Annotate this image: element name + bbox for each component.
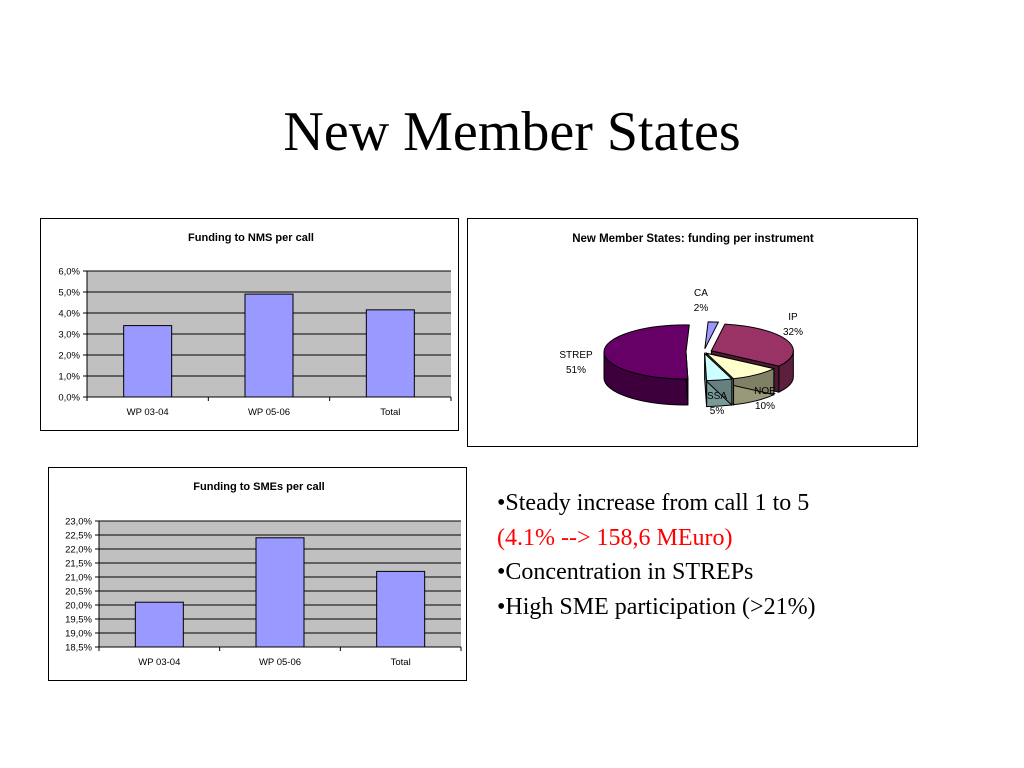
pie-label-strep: STREP	[559, 350, 593, 361]
bar-total	[365, 309, 415, 398]
y-tick-label: 23,0%	[65, 517, 92, 528]
bar-wp-05-06	[244, 293, 294, 398]
bar-wp-03-04	[134, 601, 184, 648]
x-tick-label: WP 03-04	[138, 657, 180, 668]
y-tick-label: 19,0%	[65, 629, 92, 640]
bullet-strep-concentration: •Concentration in STREPs	[497, 559, 754, 585]
chart-title: New Member States: funding per instrumen…	[572, 233, 814, 245]
pie-value-noe: 10%	[755, 401, 775, 412]
chart-title: Funding to SMEs per call	[193, 481, 324, 493]
nms-funding-chart-svg: Funding to NMS per call 0,0% 1,0% 2,0% 3,0% 4…	[58, 232, 452, 418]
y-tick-label: 19,5%	[65, 615, 92, 626]
y-tick-label: 21,5%	[65, 559, 92, 570]
pie-label-ca: CA	[694, 288, 708, 299]
pie-label-ip: IP	[788, 312, 798, 323]
pie-value-ca: 2%	[694, 303, 709, 314]
bar-wp-05-06	[255, 537, 305, 648]
bullet-steady-increase: •Steady increase from call 1 to 5	[497, 490, 810, 516]
pie-slice-ssa	[704, 352, 733, 382]
x-tick-label: WP 03-04	[127, 407, 169, 418]
y-tick-label: 0,0%	[58, 393, 80, 404]
instrument-pie-chart-svg: New Member States: funding per instrumen…	[559, 233, 814, 417]
bar-total	[376, 570, 426, 648]
x-tick-label: Total	[380, 407, 400, 418]
pie-slice-ip	[710, 323, 794, 367]
pie-value-ssa: 5%	[710, 406, 725, 417]
y-tick-label: 4,0%	[58, 309, 80, 320]
bar-wp-03-04	[123, 325, 173, 398]
y-tick-label: 22,0%	[65, 545, 92, 556]
x-tick-label: WP 05-06	[259, 657, 301, 668]
y-tick-label: 21,0%	[65, 573, 92, 584]
x-tick-label: Total	[391, 657, 411, 668]
y-tick-label: 6,0%	[58, 267, 80, 278]
instrument-pie-chart: New Member States: funding per instrumen…	[467, 218, 918, 447]
nms-funding-chart: Funding to NMS per call 0,0% 1,0% 2,0% 3,0% 4…	[40, 218, 459, 431]
y-tick-label: 20,0%	[65, 601, 92, 612]
pie-label-noe: NOE	[754, 386, 776, 397]
bullet-list: •Steady increase from call 1 to 5 (4.1% …	[497, 486, 997, 624]
y-tick-label: 18,5%	[65, 643, 92, 654]
bullet-funding-detail: (4.1% --> 158,6 MEuro)	[497, 524, 733, 551]
pie-label-ssa: SSA	[707, 391, 727, 402]
y-tick-label: 5,0%	[58, 288, 80, 299]
y-tick-label: 20,5%	[65, 587, 92, 598]
y-tick-label: 3,0%	[58, 330, 80, 341]
sme-funding-chart: Funding to SMEs per call 18,5% 19,0% 19,5% 2…	[48, 467, 467, 681]
x-tick-label: WP 05-06	[248, 407, 290, 418]
pie-slice-noe	[704, 352, 776, 380]
y-tick-label: 2,0%	[58, 351, 80, 362]
pie-value-ip: 32%	[783, 327, 803, 338]
y-tick-label: 22,5%	[65, 531, 92, 542]
sme-funding-chart-svg: Funding to SMEs per call 18,5% 19,0% 19,5% 2…	[65, 481, 462, 668]
y-tick-label: 1,0%	[58, 372, 80, 383]
pie-value-strep: 51%	[566, 365, 586, 376]
slide-title: New Member States	[283, 101, 741, 163]
chart-title: Funding to NMS per call	[188, 232, 314, 244]
bullet-sme-participation: •High SME participation (>21%)	[497, 593, 816, 620]
pie-slice-ca	[704, 321, 720, 350]
pie-slice-strep	[603, 324, 690, 380]
